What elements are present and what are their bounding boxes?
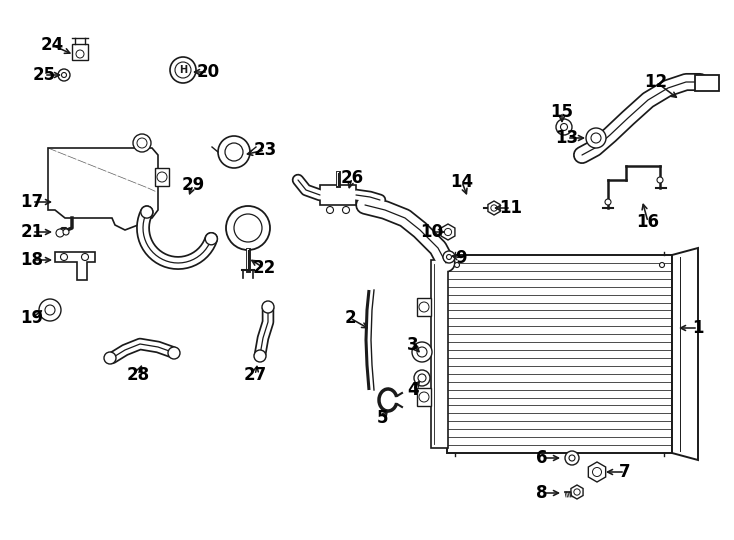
Bar [72, 44, 88, 60]
Circle shape [262, 301, 274, 313]
Text: 18: 18 [21, 251, 43, 269]
Bar [417, 388, 431, 406]
Circle shape [170, 57, 196, 83]
Circle shape [218, 136, 250, 168]
Text: 13: 13 [556, 129, 578, 147]
Bar [155, 168, 169, 186]
Circle shape [56, 229, 64, 237]
Polygon shape [48, 148, 158, 230]
Text: 11: 11 [500, 199, 523, 217]
Text: 17: 17 [21, 193, 43, 211]
Text: 16: 16 [636, 213, 660, 231]
Circle shape [565, 451, 579, 465]
Text: 7: 7 [619, 463, 631, 481]
Polygon shape [589, 462, 606, 482]
Text: 1: 1 [692, 319, 704, 337]
Circle shape [454, 262, 459, 267]
Text: 9: 9 [455, 249, 467, 267]
Circle shape [443, 251, 455, 263]
Circle shape [168, 347, 180, 359]
Circle shape [657, 177, 663, 183]
Text: 27: 27 [244, 366, 266, 384]
Circle shape [63, 229, 69, 235]
Circle shape [133, 134, 151, 152]
Text: 22: 22 [252, 259, 276, 277]
Text: 15: 15 [550, 103, 573, 121]
Text: 26: 26 [341, 169, 363, 187]
Circle shape [419, 392, 429, 402]
Text: 19: 19 [21, 309, 43, 327]
Bar [417, 298, 431, 316]
Circle shape [660, 262, 664, 267]
Text: 24: 24 [40, 36, 64, 54]
Bar [320, 185, 356, 205]
Text: 20: 20 [197, 63, 219, 81]
Text: 3: 3 [407, 336, 419, 354]
Circle shape [327, 206, 333, 213]
Text: H: H [179, 65, 187, 75]
Bar [695, 75, 719, 91]
Polygon shape [488, 201, 500, 215]
Circle shape [226, 206, 270, 250]
Circle shape [60, 253, 68, 260]
Circle shape [81, 253, 89, 260]
Circle shape [157, 172, 167, 182]
Polygon shape [55, 252, 95, 280]
Circle shape [254, 350, 266, 362]
Polygon shape [672, 248, 698, 460]
Bar [431, 260, 448, 448]
Text: 6: 6 [537, 449, 548, 467]
Text: 8: 8 [537, 484, 548, 502]
Circle shape [414, 370, 430, 386]
Text: 25: 25 [32, 66, 56, 84]
Text: 2: 2 [344, 309, 356, 327]
Text: 28: 28 [126, 366, 150, 384]
Polygon shape [571, 485, 583, 499]
Circle shape [343, 206, 349, 213]
Circle shape [141, 206, 153, 218]
Circle shape [605, 199, 611, 205]
Text: 29: 29 [181, 176, 205, 194]
Text: 12: 12 [644, 73, 667, 91]
Bar [447, 255, 672, 453]
Circle shape [206, 233, 217, 245]
Text: 4: 4 [407, 381, 419, 399]
Circle shape [58, 69, 70, 81]
Text: 14: 14 [451, 173, 473, 191]
Text: 10: 10 [421, 223, 443, 241]
Circle shape [556, 119, 572, 135]
Text: 23: 23 [253, 141, 277, 159]
Circle shape [586, 128, 606, 148]
Circle shape [419, 302, 429, 312]
Circle shape [39, 299, 61, 321]
Polygon shape [441, 224, 455, 240]
Circle shape [412, 342, 432, 362]
Text: 21: 21 [21, 223, 43, 241]
Text: 5: 5 [377, 409, 388, 427]
Circle shape [104, 352, 116, 364]
